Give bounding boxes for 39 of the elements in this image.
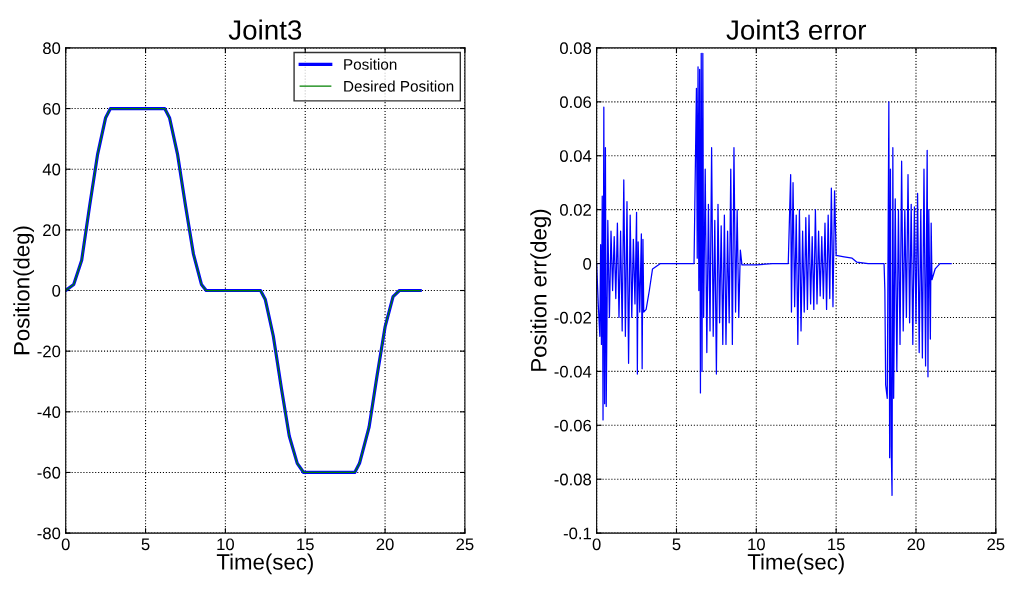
x-tick-label: 20	[376, 538, 394, 551]
legend-label: Desired Position	[344, 80, 454, 92]
y-tick-label: 0	[583, 257, 592, 270]
x-tick-label: 0	[61, 538, 70, 551]
x-tick-label: 20	[907, 538, 925, 551]
y-tick-label: -80	[37, 527, 61, 540]
legend-label: Position	[344, 58, 397, 70]
y-tick-label: -0.08	[554, 473, 592, 486]
y-tick-label: 0	[52, 284, 61, 297]
x-tick-label: 15	[828, 538, 845, 551]
y-axis-title: Position err(deg)	[530, 209, 552, 371]
x-tick-label: 15	[297, 538, 314, 551]
y-tick-label: 0.06	[560, 96, 592, 109]
chart-title: Joint3 error	[726, 19, 867, 40]
y-tick-label: 20	[43, 224, 61, 237]
y-tick-label: -0.02	[554, 311, 591, 324]
y-tick-label: -60	[37, 466, 61, 479]
x-axis-title: Time(sec)	[216, 553, 313, 575]
x-tick-label: 5	[141, 538, 150, 551]
x-tick-label: 5	[672, 538, 681, 551]
y-tick-label: 0.04	[560, 150, 592, 162]
y-tick-label: 0.02	[560, 204, 591, 216]
y-tick-label: -0.06	[554, 419, 592, 432]
y-tick-label: -0.1	[563, 527, 591, 540]
y-tick-label: 80	[43, 42, 61, 55]
x-axis-title: Time(sec)	[747, 553, 844, 575]
x-tick-label: 10	[217, 538, 235, 551]
y-tick-label: -20	[37, 345, 61, 358]
y-tick-label: 60	[43, 102, 61, 115]
x-tick-label: 25	[987, 538, 1005, 551]
x-tick-label: 25	[456, 538, 474, 551]
y-axis-title: Position(deg)	[13, 226, 34, 355]
y-tick-label: 0.08	[560, 42, 592, 55]
chart-title: Joint3	[228, 19, 302, 40]
y-tick-label: -0.04	[554, 365, 592, 378]
x-tick-label: 0	[592, 538, 601, 551]
y-tick-label: 40	[42, 163, 61, 176]
y-tick-label: -40	[37, 406, 61, 419]
x-tick-label: 10	[748, 538, 765, 551]
